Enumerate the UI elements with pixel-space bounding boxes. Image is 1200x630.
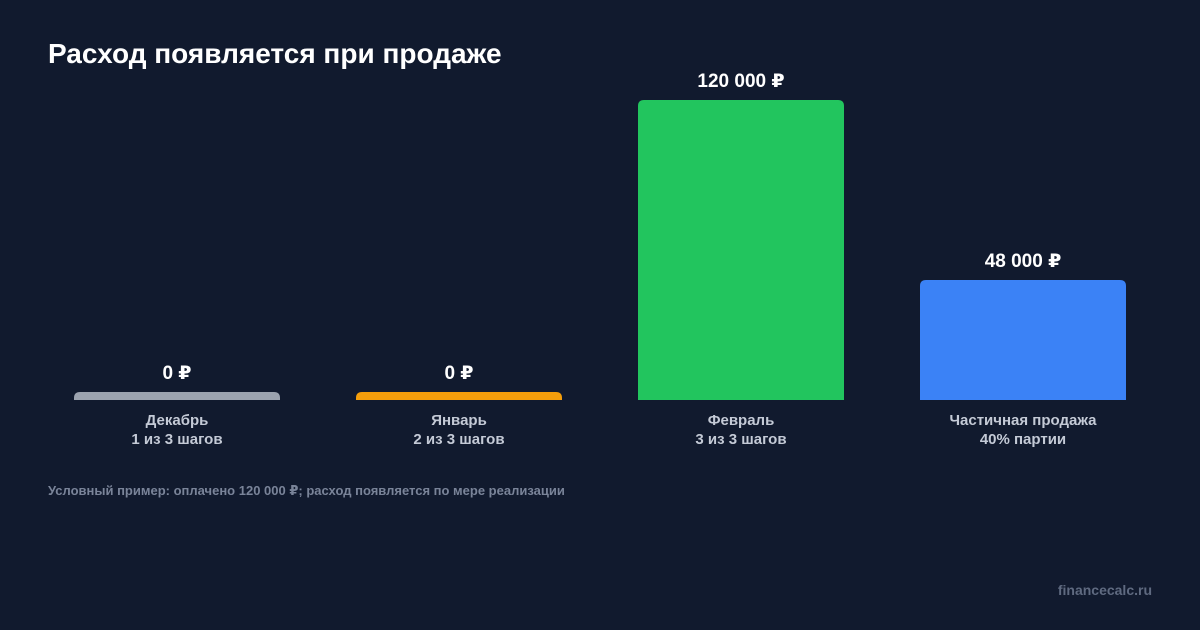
category-sublabel: 1 из 3 шагов xyxy=(131,431,222,448)
bar xyxy=(74,392,280,400)
bar-group: 0 ₽ Январь 2 из 3 шагов xyxy=(356,363,562,448)
footnote: Условный пример: оплачено 120 000 ₽; рас… xyxy=(48,483,565,498)
bar xyxy=(356,392,562,400)
category-label: Частичная продажа xyxy=(949,412,1097,429)
category-sublabel: 40% партии xyxy=(980,431,1066,448)
source-link[interactable]: financecalc.ru xyxy=(1057,582,1152,598)
bar-group: 0 ₽ Декабрь 1 из 3 шагов xyxy=(74,363,280,448)
category-sublabel: 2 из 3 шагов xyxy=(413,431,504,448)
bar-value-label: 0 ₽ xyxy=(162,363,191,384)
category-label: Декабрь xyxy=(146,412,209,429)
category-label: Февраль xyxy=(708,412,775,429)
bar-group: 120 000 ₽ Февраль 3 из 3 шагов xyxy=(638,71,844,448)
category-sublabel: 3 из 3 шагов xyxy=(695,431,786,448)
bar xyxy=(638,100,844,400)
bar-chart: 0 ₽ Декабрь 1 из 3 шагов 0 ₽ Январь 2 из 3 ша… xyxy=(74,71,1126,448)
bar-group: 48 000 ₽ Частичная продажа 40% партии xyxy=(920,251,1126,448)
bar-value-label: 0 ₽ xyxy=(444,363,473,384)
chart-title: Расход появляется при продаже xyxy=(48,38,502,69)
bar-value-label: 48 000 ₽ xyxy=(985,251,1062,272)
bar-value-label: 120 000 ₽ xyxy=(697,71,784,92)
category-label: Январь xyxy=(431,412,487,429)
bar xyxy=(920,280,1126,400)
